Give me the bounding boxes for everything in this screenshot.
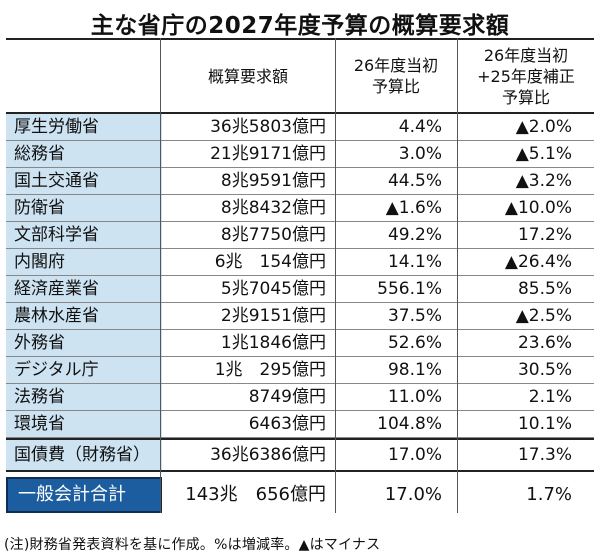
ministry-name: 環境省 bbox=[6, 411, 162, 437]
table-row: 厚生労働省 36兆5803億円 4.4% ▲2.0% bbox=[6, 114, 594, 141]
budget-amount: 1兆 295億円 bbox=[214, 360, 326, 380]
ministry-name: 外務省 bbox=[6, 330, 162, 356]
header-amount: 概算要求額 bbox=[207, 66, 288, 86]
column-divider bbox=[457, 38, 458, 513]
table-header: 概算要求額 26年度当初 予算比 26年度当初 +25年度補正 予算比 bbox=[6, 38, 594, 114]
ministry-name: 一般会計合計 bbox=[6, 477, 162, 513]
table-row: 国土交通省 8兆9591億円 44.5% ▲3.2% bbox=[6, 168, 594, 195]
ratio-2026: 52.6% bbox=[387, 333, 442, 353]
ratio-2026: 44.5% bbox=[387, 171, 442, 191]
budget-amount: 36兆5803億円 bbox=[210, 117, 326, 137]
ministry-name: 国債費（財務省） bbox=[6, 440, 162, 470]
table-row: 農林水産省 2兆9151億円 37.5% ▲2.5% bbox=[6, 303, 594, 330]
footnote: (注)財務省発表資料を基に作成。%は増減率。▲はマイナス bbox=[4, 537, 381, 553]
ratio-2026-2025: 2.1% bbox=[528, 387, 572, 407]
ministry-name: 文部科学省 bbox=[6, 222, 162, 248]
table-row: 内閣府 6兆 154億円 14.1% ▲26.4% bbox=[6, 249, 594, 276]
ratio-2026-2025: ▲2.5% bbox=[515, 306, 572, 326]
ministry-name: 農林水産省 bbox=[6, 303, 162, 329]
table-row: 環境省 6463億円 104.8% 10.1% bbox=[6, 411, 594, 438]
budget-amount: 2兆9151億円 bbox=[220, 306, 326, 326]
column-divider bbox=[335, 38, 336, 513]
budget-amount: 6兆 154億円 bbox=[214, 252, 326, 272]
ratio-2026: 17.0% bbox=[387, 445, 442, 465]
ratio-2026-2025: 30.5% bbox=[517, 360, 572, 380]
ratio-2026-2025: ▲26.4% bbox=[504, 252, 572, 272]
ratio-2026-2025: ▲10.0% bbox=[504, 198, 572, 218]
table-row: デジタル庁 1兆 295億円 98.1% 30.5% bbox=[6, 357, 594, 384]
ministry-name: 厚生労働省 bbox=[6, 114, 162, 140]
table-row: 総務省 21兆9171億円 3.0% ▲5.1% bbox=[6, 141, 594, 168]
ratio-2026: 556.1% bbox=[377, 279, 442, 299]
ratio-2026-2025: ▲3.2% bbox=[515, 171, 572, 191]
budget-amount: 143兆 656億円 bbox=[185, 484, 326, 505]
budget-amount: 5兆7045億円 bbox=[220, 279, 326, 299]
budget-amount: 36兆6386億円 bbox=[210, 445, 326, 465]
table-row: 文部科学省 8兆7750億円 49.2% 17.2% bbox=[6, 222, 594, 249]
header-ratio-2026: 26年度当初 予算比 bbox=[353, 56, 439, 96]
ratio-2026-2025: 10.1% bbox=[517, 414, 572, 434]
budget-amount: 21兆9171億円 bbox=[210, 144, 326, 164]
ministry-name: 法務省 bbox=[6, 384, 162, 410]
page-title: 主な省庁の2027年度予算の概算要求額 bbox=[90, 13, 510, 39]
ratio-2026: 4.4% bbox=[398, 117, 442, 137]
budget-amount: 8749億円 bbox=[248, 387, 326, 407]
ratio-2026: 104.8% bbox=[377, 414, 442, 434]
table-row: 防衛省 8兆8432億円 ▲1.6% ▲10.0% bbox=[6, 195, 594, 222]
ratio-2026: 3.0% bbox=[398, 144, 442, 164]
ratio-2026-2025: 85.5% bbox=[517, 279, 572, 299]
column-divider bbox=[160, 38, 161, 513]
national-debt-row: 国債費（財務省） 36兆6386億円 17.0% 17.3% bbox=[6, 438, 594, 472]
ratio-2026: ▲1.6% bbox=[385, 198, 442, 218]
ministry-name: 防衛省 bbox=[6, 195, 162, 221]
table-row: 法務省 8749億円 11.0% 2.1% bbox=[6, 384, 594, 411]
ratio-2026-2025: ▲2.0% bbox=[515, 117, 572, 137]
ministry-name: 総務省 bbox=[6, 141, 162, 167]
ratio-2026-2025: 1.7% bbox=[526, 484, 572, 505]
header-ratio-2026-2025: 26年度当初 +25年度補正 予算比 bbox=[477, 45, 575, 107]
ratio-2026: 17.0% bbox=[384, 484, 442, 505]
total-row: 一般会計合計 143兆 656億円 17.0% 1.7% bbox=[6, 477, 594, 513]
budget-amount: 1兆1846億円 bbox=[220, 333, 326, 353]
ratio-2026: 49.2% bbox=[387, 225, 442, 245]
ratio-2026-2025: ▲5.1% bbox=[515, 144, 572, 164]
ministry-name: 国土交通省 bbox=[6, 168, 162, 194]
budget-amount: 8兆9591億円 bbox=[220, 171, 326, 191]
budget-amount: 8兆8432億円 bbox=[220, 198, 326, 218]
ratio-2026-2025: 17.3% bbox=[517, 445, 572, 465]
ratio-2026: 98.1% bbox=[387, 360, 442, 380]
ratio-2026: 11.0% bbox=[387, 387, 442, 407]
ministry-name: デジタル庁 bbox=[6, 357, 162, 383]
ministry-name: 経済産業省 bbox=[6, 276, 162, 302]
ratio-2026: 14.1% bbox=[387, 252, 442, 272]
budget-amount: 8兆7750億円 bbox=[220, 225, 326, 245]
ratio-2026: 37.5% bbox=[387, 306, 442, 326]
ratio-2026-2025: 17.2% bbox=[517, 225, 572, 245]
table-row: 外務省 1兆1846億円 52.6% 23.6% bbox=[6, 330, 594, 357]
table-row: 経済産業省 5兆7045億円 556.1% 85.5% bbox=[6, 276, 594, 303]
ratio-2026-2025: 23.6% bbox=[517, 333, 572, 353]
budget-amount: 6463億円 bbox=[248, 414, 326, 434]
ministry-name: 内閣府 bbox=[6, 249, 162, 275]
